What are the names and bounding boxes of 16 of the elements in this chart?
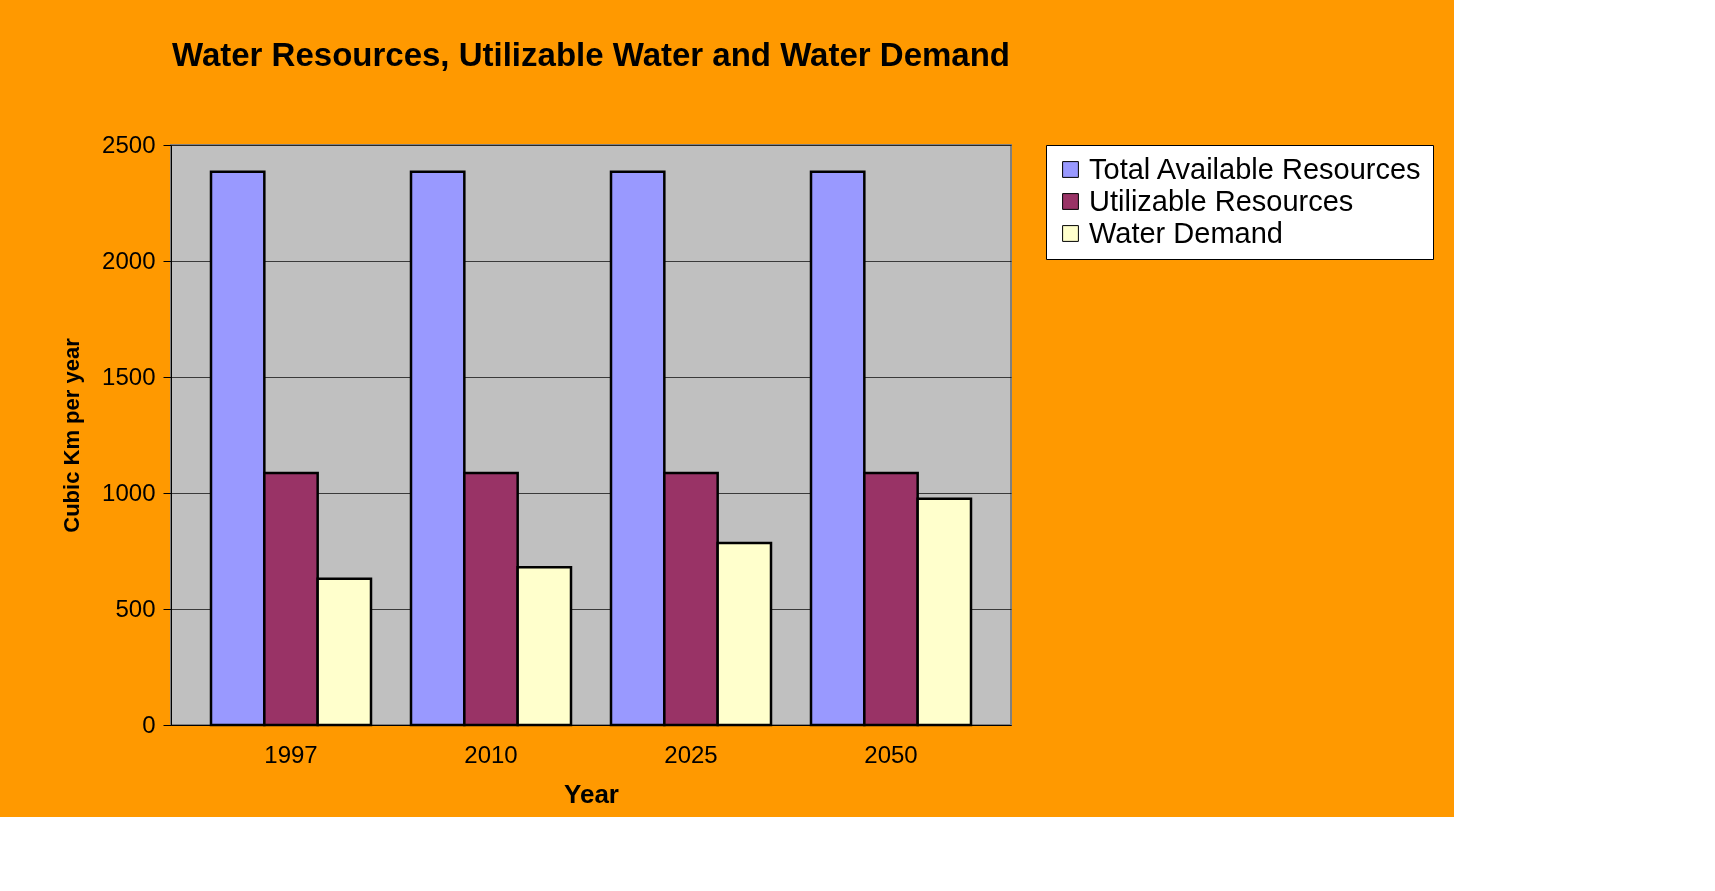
x-tick-label: 1997 [264, 740, 318, 768]
x-tick-label: 2025 [664, 740, 718, 768]
y-tick-label: 0 [142, 710, 156, 738]
x-tick-label: 2050 [864, 740, 918, 768]
chart-title: Water Resources, Utilizable Water and Water Demand [171, 36, 1011, 73]
y-tick-label: 2000 [102, 246, 156, 274]
legend-label: Utilizable Resources [1089, 184, 1354, 217]
y-tick-label: 1000 [102, 478, 156, 506]
legend-label: Total Available Resources [1089, 152, 1421, 185]
x-tick-label: 2010 [464, 740, 518, 768]
legend-label: Water Demand [1089, 216, 1283, 249]
y-tick-label: 1500 [102, 362, 156, 390]
x-axis-title: Year [564, 778, 619, 809]
y-tick-label: 500 [115, 594, 156, 622]
y-axis-title: Cubic Km per year [59, 337, 85, 533]
y-tick-label: 2500 [102, 130, 156, 158]
